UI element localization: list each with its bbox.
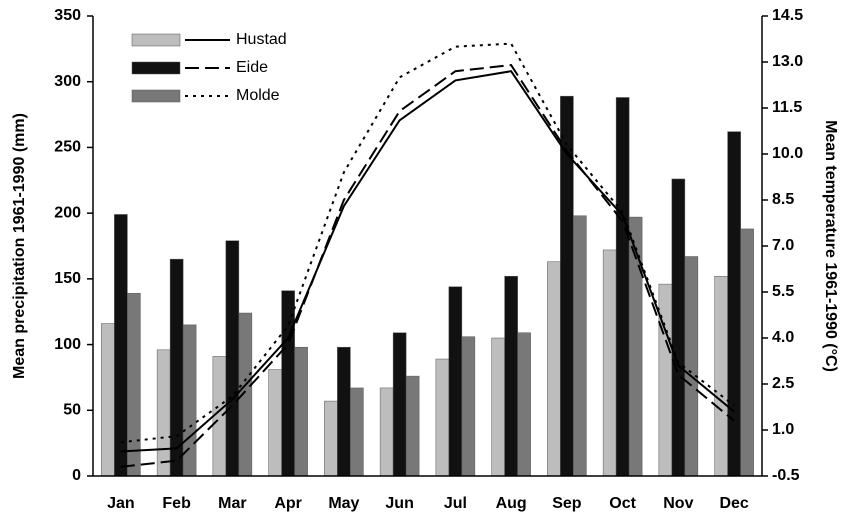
bar [350,387,364,477]
bar [238,312,253,477]
bar [517,332,531,477]
bar [448,286,463,477]
x-tick-label: Aug [496,495,527,512]
y-tick-label: 100 [54,336,81,353]
bar [573,215,587,477]
y-tick-label: 50 [63,402,81,419]
y-tick-label: 250 [54,139,81,156]
bar [114,214,128,477]
y2-tick-label: 13.0 [772,53,803,70]
legend-label: Hustad [236,31,287,48]
bar [504,275,518,477]
y-tick-label: 0 [72,467,81,484]
legend-label: Eide [236,59,268,76]
bar [435,358,450,477]
y2-tick-label: -0.5 [772,467,800,484]
temperature-line [120,64,735,468]
y2-axis-label: Mean temperature 1961-1990 (°C) [822,120,839,372]
legend-swatch [131,33,181,47]
y-tick-label: 200 [54,204,81,221]
x-tick-label: Jul [444,495,467,512]
bar [225,240,240,477]
y2-tick-label: 14.5 [772,7,803,24]
x-tick-label: Jan [107,495,135,512]
bar [491,337,505,477]
bar [461,336,476,477]
bar [379,387,394,477]
y2-tick-label: 2.5 [772,375,794,392]
temperature-line [120,70,735,453]
x-tick-label: Sep [552,495,582,512]
bar [615,97,630,477]
y2-tick-label: 1.0 [772,421,794,438]
y-tick-label: 350 [54,7,81,24]
x-tick-label: Nov [663,495,693,512]
bar [405,375,420,477]
bar [281,290,295,477]
x-tick-label: Jun [385,495,413,512]
y2-tick-label: 10.0 [772,145,803,162]
y2-tick-label: 4.0 [772,329,794,346]
x-tick-label: Feb [162,495,191,512]
bar [727,131,741,477]
bar [714,275,728,477]
x-tick-label: May [328,495,359,512]
x-tick-label: Mar [218,495,246,512]
bar [324,400,338,477]
y2-tick-label: 8.5 [772,191,794,208]
bar [268,369,282,477]
bar [671,178,686,477]
bar [156,349,171,477]
y-tick-label: 300 [54,73,81,90]
bar [547,261,561,477]
bar [337,346,351,477]
bar [658,283,673,477]
legend-swatch [131,61,181,75]
y2-tick-label: 11.5 [772,99,802,116]
bar [392,332,407,477]
bar [740,228,754,477]
bar [212,356,227,477]
bar [101,323,115,477]
x-tick-label: Oct [609,495,636,512]
legend-swatch [131,89,181,103]
bar [127,293,141,477]
y-tick-label: 150 [54,270,81,287]
y2-tick-label: 7.0 [772,237,794,254]
bar [602,249,617,477]
y-axis-label: Mean precipitation 1961-1990 (mm) [11,113,28,379]
bar [294,346,308,477]
bar [684,256,699,477]
x-tick-label: Dec [719,495,748,512]
temperature-line [120,42,735,444]
x-tick-label: Apr [274,495,302,512]
legend-label: Molde [236,87,280,104]
y2-tick-label: 5.5 [772,283,794,300]
